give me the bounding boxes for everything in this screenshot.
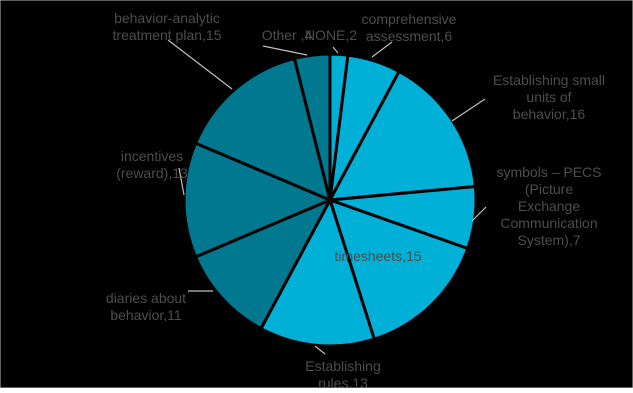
leader-line-establishing-rules [314,345,326,355]
leader-lines [167,39,487,355]
data-label-line: Other ,4 [262,27,313,43]
data-labels: NONE,2 comprehensive assessment,6 Establish… [106,10,605,391]
data-label-line: Establishing [305,358,381,374]
leader-line-comprehensive-assessment [371,41,393,58]
data-label-line: NONE,2 [305,27,357,43]
data-label-line: behavior,11 [110,307,182,323]
pie-slice-other [292,52,332,202]
data-label-timesheets: timesheets,15 [334,248,421,264]
leader-line-behavior-analytic-treatment-plan [167,39,233,90]
data-label-line: Establishing small [493,72,605,88]
data-label-line: (reward),13 [116,165,188,181]
leader-line-establishing-small-units-of-behavior [451,98,486,122]
data-label-line: incentives [121,148,183,164]
data-label-line: (Picture [525,181,573,197]
leader-line-incentives-reward [178,167,185,196]
pie-slice-establishing-rules [259,198,376,348]
data-label-line: behavior,16 [513,106,586,122]
data-label-line: behavior-analytic [114,10,220,26]
data-label-line: System),7 [517,232,580,248]
data-label-line: Communication [500,215,597,231]
data-label-establishing-small-units-of-behavior: Establishing small units of behavior,16 [493,72,605,122]
leader-line-other [262,45,308,56]
pie-slice-establishing-small-units-of-behavior [328,69,477,202]
leader-line-symbols-pecs-picture-exchange-communication-system [471,206,487,222]
data-label-none: NONE,2 [305,27,357,43]
data-label-line: comprehensive [362,11,457,27]
data-label-establishing-rules: Establishing rules,13 [305,358,381,388]
data-label-comprehensive-assessment: comprehensive assessment,6 [362,11,457,44]
data-label-symbols-pecs-picture-exchange-communication-system: symbols – PECS (Picture Exchange Communicat… [496,164,601,248]
data-label-diaries-about-behavior: diaries about behavior,11 [106,290,186,323]
data-label-line: units of [526,89,571,105]
data-label-other: Other ,4 [262,27,313,43]
data-label-line: treatment plan,15 [113,27,222,43]
pie-slice-behavior-analytic-treatment-plan [194,56,332,202]
pie-slices [182,52,478,348]
data-label-behavior-analytic-treatment-plan: behavior-analytic treatment plan,15 [113,10,222,43]
data-label-line: assessment,6 [366,28,453,44]
data-label-line: symbols – PECS [496,164,601,180]
data-label-line: rules,13 [318,375,368,388]
data-label-line: diaries about [106,290,186,306]
data-label-incentives-reward: incentives (reward),13 [116,148,188,181]
leader-line-none [332,46,339,54]
data-label-line: timesheets,15 [334,248,421,264]
pie-slice-incentives-reward [182,141,332,259]
data-label-line: Exchange [518,198,580,214]
pie-slice-diaries-about-behavior [194,198,332,331]
